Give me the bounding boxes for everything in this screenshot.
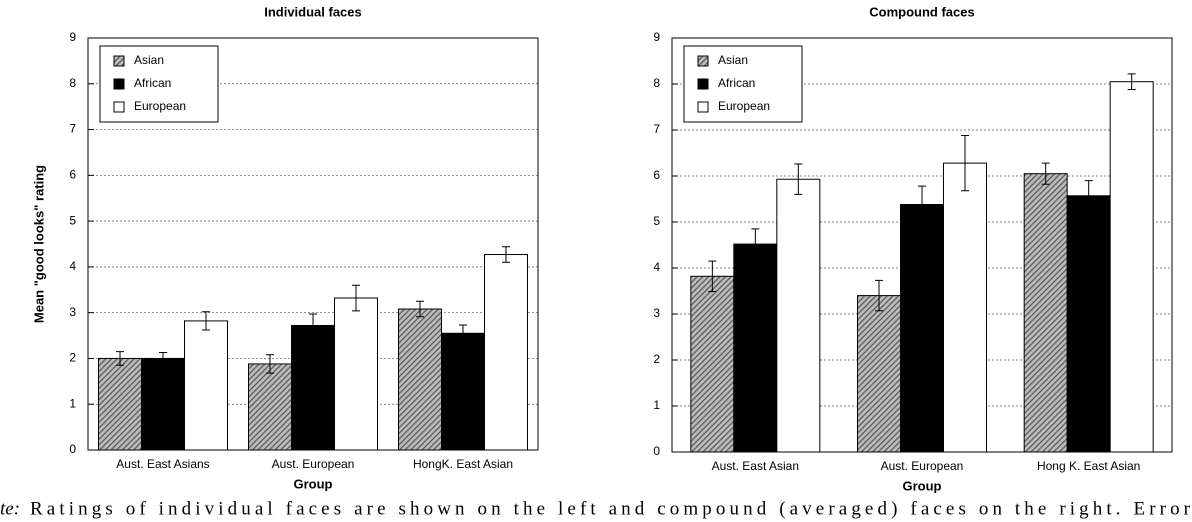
x-tick-label: Hong K. East Asian (1037, 459, 1140, 473)
error-bar (116, 351, 124, 366)
bar (857, 295, 901, 453)
y-tick-label: 1 (653, 398, 660, 412)
bar (291, 324, 335, 451)
chart-title: Individual faces (264, 4, 362, 19)
bar (1066, 195, 1111, 453)
bar (441, 332, 485, 451)
legend-label: Asian (134, 53, 164, 67)
bar (141, 357, 185, 451)
y-tick-label: 0 (653, 444, 660, 458)
x-tick-label: Aust. East Asian (712, 459, 799, 473)
y-tick-label: 7 (653, 122, 660, 136)
y-tick-label: 2 (653, 352, 660, 366)
x-tick-label: Aust. European (272, 457, 355, 471)
y-tick-label: 9 (69, 30, 76, 44)
error-bar (751, 228, 760, 260)
x-tick-label: Aust. European (881, 459, 964, 473)
y-tick-label: 4 (653, 260, 660, 274)
error-bar (266, 354, 274, 374)
plot-frame (671, 37, 1173, 453)
y-tick-label: 1 (69, 396, 76, 410)
error-bar (502, 246, 510, 263)
error-bar (159, 351, 167, 365)
bar (184, 320, 228, 451)
error-bar (794, 163, 803, 195)
y-tick-label: 8 (653, 76, 660, 90)
legend-swatch (113, 55, 125, 67)
error-bar (918, 185, 926, 224)
legend-swatch (113, 101, 125, 113)
legend-swatch (697, 101, 709, 113)
error-bar (202, 311, 210, 331)
legend-label: European (134, 99, 186, 113)
y-tick-label: 5 (69, 213, 76, 227)
bar (1109, 81, 1154, 453)
error-bar (309, 313, 317, 338)
plot-frame (87, 37, 539, 451)
y-tick-label: 9 (653, 30, 660, 44)
y-tick-label: 5 (653, 214, 660, 228)
bar (1023, 173, 1068, 453)
error-bar (961, 135, 969, 192)
x-axis-label: Group (294, 476, 333, 491)
y-axis-label: Mean "good looks" rating (31, 165, 46, 323)
y-tick-label: 6 (69, 168, 76, 182)
x-tick-label: HongK. East Asian (413, 457, 513, 471)
error-bar (459, 324, 467, 343)
legend-label: African (718, 76, 755, 90)
y-tick-label: 4 (69, 259, 76, 273)
bar (776, 178, 821, 453)
bar (398, 308, 442, 451)
y-tick-label: 0 (69, 442, 76, 456)
legend-swatch (113, 78, 125, 90)
bar (690, 275, 735, 453)
x-tick-label: Aust. East Asians (116, 457, 209, 471)
legend-swatch (697, 78, 709, 90)
error-bar (1041, 162, 1050, 185)
bar (733, 243, 778, 453)
bar (334, 297, 378, 451)
caption-text: Ratings of individual faces are shown on… (30, 498, 1191, 519)
y-tick-label: 3 (69, 305, 76, 319)
y-tick-label: 8 (69, 76, 76, 90)
error-bar (416, 300, 424, 318)
legend-swatch (697, 55, 709, 67)
bar (900, 204, 944, 453)
y-tick-label: 6 (653, 168, 660, 182)
legend-label: Asian (718, 53, 748, 67)
error-bar (1084, 180, 1093, 212)
error-bar (352, 284, 360, 312)
y-tick-label: 7 (69, 122, 76, 136)
error-bar (875, 279, 883, 312)
legend-label: African (134, 76, 171, 90)
caption-label: te: (0, 498, 20, 519)
error-bar (708, 260, 717, 292)
y-tick-label: 2 (69, 351, 76, 365)
bar (484, 254, 528, 451)
y-tick-label: 3 (653, 306, 660, 320)
chart-title: Compound faces (869, 4, 974, 19)
bar (98, 357, 142, 451)
legend-label: European (718, 99, 770, 113)
bar (943, 162, 987, 453)
x-axis-label: Group (903, 478, 942, 493)
error-bar (1127, 73, 1136, 91)
bar (248, 363, 292, 451)
